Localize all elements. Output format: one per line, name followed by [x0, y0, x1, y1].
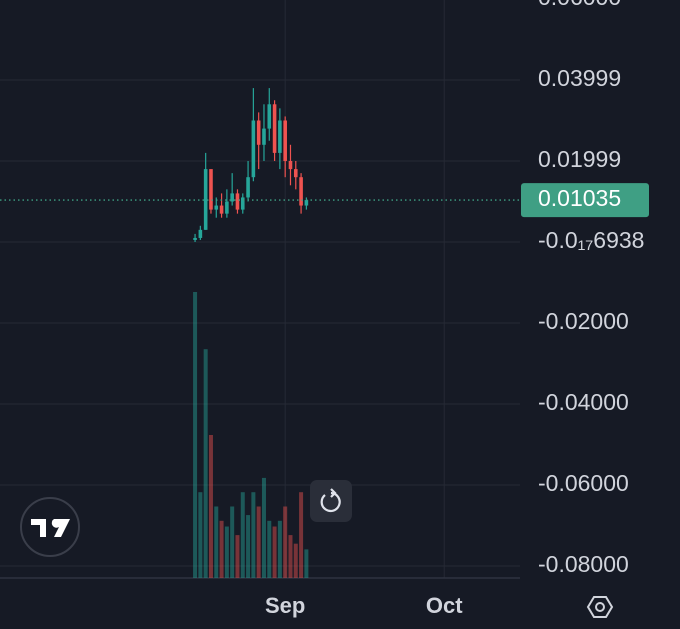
volume-bar — [203, 349, 208, 578]
candle-body — [193, 237, 197, 240]
y-tick-label: 0.01999 — [538, 146, 621, 172]
reset-arc — [320, 491, 341, 513]
candle-body — [272, 104, 277, 153]
volume-bar — [219, 520, 224, 578]
volume-bar — [214, 506, 219, 578]
candle-body — [235, 193, 240, 210]
settings-hex — [586, 596, 614, 618]
candle-body — [214, 205, 219, 210]
volume-bar — [299, 492, 304, 578]
x-tick-label: Oct — [426, 593, 463, 618]
volume-bar — [261, 477, 266, 578]
volume-bar — [293, 543, 298, 578]
volume-bar — [256, 506, 261, 578]
logo-mark — [31, 519, 70, 537]
candle-body — [299, 177, 303, 206]
candle-body — [203, 169, 208, 230]
reset-bg — [310, 480, 352, 522]
candle-body — [209, 169, 213, 210]
candle-body — [288, 160, 293, 170]
candle-body — [278, 120, 282, 153]
volume-bar — [208, 435, 213, 578]
last-price-badge — [521, 183, 649, 218]
y-tick-label: -0.06000 — [538, 470, 629, 496]
last-price-label: 0.01035 — [538, 185, 621, 211]
candle-body — [225, 201, 229, 214]
candle-body — [240, 197, 245, 210]
volume-bar — [267, 520, 272, 578]
candle-body — [251, 120, 256, 178]
volume-bar — [251, 492, 256, 578]
volume-bar — [272, 526, 277, 578]
settings-dot — [595, 602, 605, 612]
candle-body — [304, 200, 309, 206]
candle-body — [262, 128, 266, 145]
volume-bar — [198, 492, 203, 578]
volume-bar — [240, 492, 245, 578]
volume-bar — [277, 520, 282, 578]
candle-body — [198, 229, 203, 238]
volume-bar — [230, 506, 235, 578]
x-tick-label: Sep — [265, 593, 305, 618]
volume-bar — [304, 549, 309, 578]
candle-body — [230, 193, 234, 202]
volume-bar — [283, 506, 288, 578]
y-tick-label: -0.04000 — [538, 389, 629, 415]
volume-bar — [235, 535, 240, 578]
volume-bar — [193, 292, 198, 578]
candle-body — [283, 120, 287, 161]
logo-circle — [20, 497, 80, 557]
y-tick-label: 0.03999 — [538, 65, 621, 91]
y-tick-label: -0.02000 — [538, 308, 629, 334]
candle-body — [267, 104, 272, 129]
y-tick-label: -0.0₁₇6938 — [538, 227, 644, 253]
tradingview-logo[interactable] — [20, 497, 80, 557]
y-tick-label: 0.06000 — [538, 0, 621, 10]
reset-arrow — [330, 488, 337, 498]
candle-body — [219, 205, 224, 214]
candle-body — [246, 177, 250, 198]
reset-button[interactable] — [310, 480, 352, 522]
volume-bar — [288, 535, 293, 578]
volume-bar — [246, 515, 251, 578]
volume-bar — [224, 526, 229, 578]
y-tick-label: -0.08000 — [538, 551, 629, 577]
candle-body — [293, 169, 298, 178]
settings-button[interactable] — [586, 596, 614, 618]
candle-body — [256, 120, 261, 145]
